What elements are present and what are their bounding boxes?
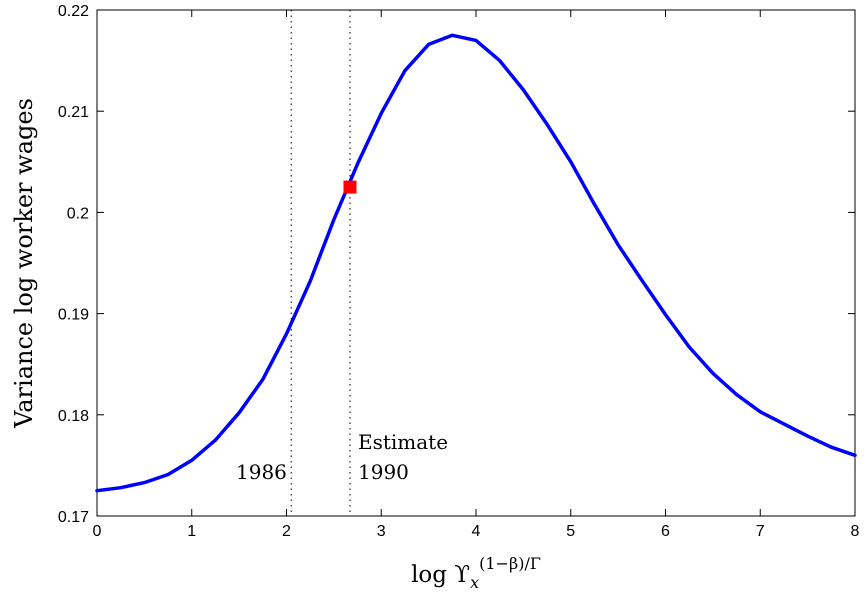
x-axis-label: log ϒx(1−β)/Γ (411, 554, 541, 592)
estimate-marker (343, 180, 357, 194)
x-tick-label: 8 (851, 523, 860, 540)
y-tick-label: 0.22 (58, 3, 89, 20)
axis-ticks: 0 1 2 3 4 5 6 7 8 0.17 0.18 0.19 0.2 0.21 0.22 (58, 3, 860, 540)
plot-area (96, 9, 856, 517)
x-tick-label: 2 (282, 523, 291, 540)
y-tick-label: 0.21 (58, 104, 89, 121)
annotation-1986: 1986 (236, 460, 287, 484)
x-tick-label: 5 (566, 523, 575, 540)
x-tick-label: 3 (377, 523, 386, 540)
y-tick-label: 0.18 (58, 408, 89, 425)
x-tick-label: 4 (472, 523, 481, 540)
x-axis-label-base: log ϒ (411, 562, 470, 588)
x-tick-label: 7 (756, 523, 765, 540)
x-tick-label: 1 (187, 523, 196, 540)
y-tick-label: 0.17 (58, 509, 89, 526)
annotation-1990: 1990 (358, 460, 409, 484)
y-tick-label: 0.19 (58, 307, 89, 324)
x-axis-label-superscript: (1−β)/Γ (479, 554, 541, 573)
x-axis-label-subscript: x (470, 573, 479, 592)
x-tick-label: 0 (93, 523, 102, 540)
y-axis-label: Variance log worker wages (10, 98, 38, 429)
y-tick-label: 0.2 (67, 205, 89, 222)
x-tick-label: 6 (661, 523, 670, 540)
series-line (95, 33, 857, 493)
annotation-estimate: Estimate (358, 430, 448, 454)
reference-lines (290, 10, 351, 516)
